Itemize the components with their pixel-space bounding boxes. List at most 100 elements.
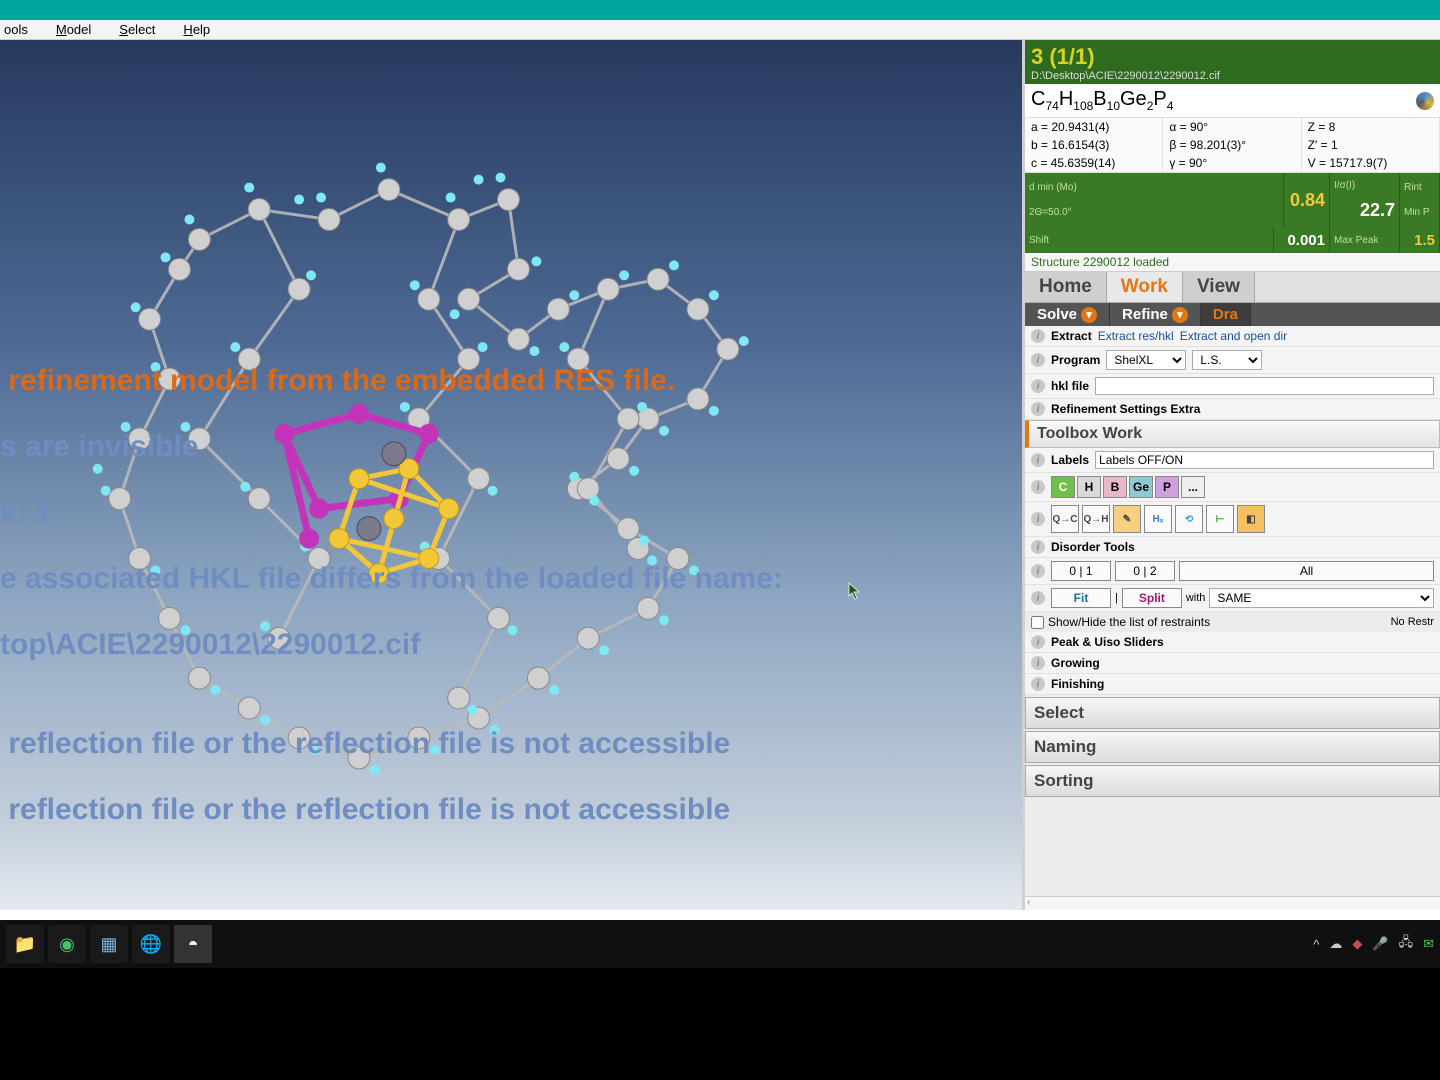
title-bar [0, 0, 1440, 20]
dis-all[interactable]: All [1179, 561, 1434, 581]
unit-cell: a = 20.9431(4)α = 90°Z = 8 b = 16.6154(3… [1025, 117, 1440, 173]
peak-row[interactable]: iPeak & Uiso Sliders [1025, 632, 1440, 653]
info-icon[interactable]: i [1031, 656, 1045, 670]
tb-app3-icon[interactable]: 🌐 [132, 925, 170, 963]
panel-select[interactable]: Select [1025, 697, 1440, 729]
info-icon[interactable]: i [1031, 353, 1045, 367]
atom-button-more[interactable]: ... [1181, 476, 1205, 498]
console-overlay: refinement model from the embedded RES f… [0, 331, 783, 892]
menu-model[interactable]: Model [56, 22, 105, 37]
tool-tidy[interactable]: ✎ [1113, 505, 1141, 533]
molecule-viewport[interactable]: refinement model from the embedded RES f… [0, 40, 1025, 910]
dis-01[interactable]: 0 | 1 [1051, 561, 1111, 581]
with-select[interactable]: SAME [1209, 588, 1434, 608]
subtab-solve[interactable]: Solve▾ [1025, 303, 1110, 326]
tray-chevron-icon[interactable]: ^ [1313, 937, 1319, 952]
sub-tabs: Solve▾ Refine▾ Dra [1025, 303, 1440, 326]
atom-button-h[interactable]: H [1077, 476, 1101, 498]
growing-row[interactable]: iGrowing [1025, 653, 1440, 674]
tool-part[interactable]: ◧ [1237, 505, 1265, 533]
tb-app2-icon[interactable]: ▦ [90, 925, 128, 963]
tool-hx[interactable]: Hₓ [1144, 505, 1172, 533]
info-icon[interactable]: i [1031, 540, 1045, 554]
dis-02[interactable]: 0 | 2 [1115, 561, 1175, 581]
tray-cloud-icon[interactable]: ☁ [1329, 936, 1342, 952]
status-loaded: Structure 2290012 loaded [1025, 253, 1440, 272]
refset-row[interactable]: i Refinement Settings Extra [1025, 399, 1440, 420]
show-restraints-checkbox[interactable] [1031, 616, 1044, 629]
method-select[interactable]: L.S. [1192, 350, 1262, 370]
atoms-row: i C H B Ge P ... [1025, 473, 1440, 502]
atom-button-c[interactable]: C [1051, 476, 1075, 498]
info-icon[interactable]: i [1031, 329, 1045, 343]
program-select[interactable]: ShelXL [1106, 350, 1186, 370]
main-tabs: Home Work View [1025, 272, 1440, 303]
menu-tools[interactable]: ools [4, 22, 42, 37]
disorder-buttons: i 0 | 1 0 | 2 All [1025, 558, 1440, 585]
finishing-row[interactable]: iFinishing [1025, 674, 1440, 695]
program-row: i Program ShelXL L.S. [1025, 347, 1440, 374]
tab-home[interactable]: Home [1025, 272, 1107, 302]
menu-help[interactable]: Help [183, 22, 224, 37]
disorder-row[interactable]: i Disorder Tools [1025, 537, 1440, 558]
menu-select[interactable]: Select [119, 22, 169, 37]
metrics-2: Shift 0.001 Max Peak 1.5 [1025, 227, 1440, 253]
down-icon[interactable]: ▾ [1081, 307, 1097, 323]
atom-button-p[interactable]: P [1155, 476, 1179, 498]
info-icon[interactable]: i [1031, 453, 1045, 467]
restraints-row: Show/Hide the list of restraints No Rest… [1025, 612, 1440, 632]
down-icon[interactable]: ▾ [1172, 307, 1188, 323]
extract-row: i Extract Extract res/hkl Extract and op… [1025, 326, 1440, 347]
atom-button-b[interactable]: B [1103, 476, 1127, 498]
tray[interactable]: ^ ☁ ◆ 🎤 🖧 ✉ [1313, 933, 1434, 955]
structure-id: 3 (1/1) [1031, 44, 1434, 70]
info-icon[interactable]: i [1031, 677, 1045, 691]
tray-mic-icon[interactable]: 🎤 [1372, 936, 1388, 952]
tool-qtoc[interactable]: Q→C [1051, 505, 1079, 533]
tb-app1-icon[interactable]: ◉ [48, 925, 86, 963]
iconrow: i Q→C Q→H ✎ Hₓ ⟲ ⊢ ◧ [1025, 502, 1440, 537]
panel-naming[interactable]: Naming [1025, 731, 1440, 763]
tab-work[interactable]: Work [1107, 272, 1183, 302]
taskbar[interactable]: 📁 ◉ ▦ 🌐 ◓ ^ ☁ ◆ 🎤 🖧 ✉ [0, 920, 1440, 968]
side-panel: 3 (1/1) D:\Desktop\ACIE\2290012\2290012.… [1025, 40, 1440, 910]
metrics: d min (Mo)2Θ=50.0° 0.84 I/σ(I)22.7 RintM… [1025, 173, 1440, 227]
hkl-row: i hkl file [1025, 374, 1440, 399]
tray-wechat-icon[interactable]: ✉ [1423, 936, 1434, 952]
tab-view[interactable]: View [1183, 272, 1255, 302]
tool-qtoh[interactable]: Q→H [1082, 505, 1110, 533]
menu-bar: ools Model Select Help [0, 20, 1440, 40]
fit-button[interactable]: Fit [1051, 588, 1111, 608]
toolbox-header[interactable]: Toolbox Work [1025, 420, 1440, 448]
tb-explorer-icon[interactable]: 📁 [6, 925, 44, 963]
panel-sorting[interactable]: Sorting [1025, 765, 1440, 797]
info-icon[interactable]: i [1031, 591, 1045, 605]
mouse-cursor [848, 582, 862, 600]
tray-shield-icon[interactable]: ◆ [1352, 936, 1362, 952]
link-extract-reshkl[interactable]: Extract res/hkl [1098, 329, 1174, 343]
tool-anis[interactable]: ⊢ [1206, 505, 1234, 533]
tb-olex-icon[interactable]: ◓ [174, 925, 212, 963]
structure-path: D:\Desktop\ACIE\2290012\2290012.cif [1031, 70, 1434, 82]
structure-header: 3 (1/1) D:\Desktop\ACIE\2290012\2290012.… [1025, 40, 1440, 84]
formula: C74H108B10Ge2P4 [1025, 84, 1440, 117]
split-button[interactable]: Split [1122, 588, 1182, 608]
labels-row: i Labels [1025, 448, 1440, 473]
fit-split-row: i Fit | Split with SAME [1025, 585, 1440, 612]
info-icon[interactable]: i [1031, 512, 1045, 526]
info-icon[interactable]: i [1031, 564, 1045, 578]
info-icon[interactable]: i [1031, 402, 1045, 416]
formula-icon[interactable] [1416, 92, 1434, 110]
link-extract-open[interactable]: Extract and open dir [1180, 329, 1287, 343]
subtab-refine[interactable]: Refine▾ [1110, 303, 1201, 326]
atom-button-ge[interactable]: Ge [1129, 476, 1153, 498]
labels-input[interactable] [1095, 451, 1434, 469]
info-icon[interactable]: i [1031, 480, 1045, 494]
hkl-input[interactable] [1095, 377, 1434, 395]
scroll-hint[interactable]: ‹ [1025, 896, 1440, 910]
info-icon[interactable]: i [1031, 635, 1045, 649]
tool-cycle[interactable]: ⟲ [1175, 505, 1203, 533]
info-icon[interactable]: i [1031, 379, 1045, 393]
subtab-draw[interactable]: Dra [1201, 303, 1251, 326]
tray-net-icon[interactable]: 🖧 [1399, 933, 1414, 955]
